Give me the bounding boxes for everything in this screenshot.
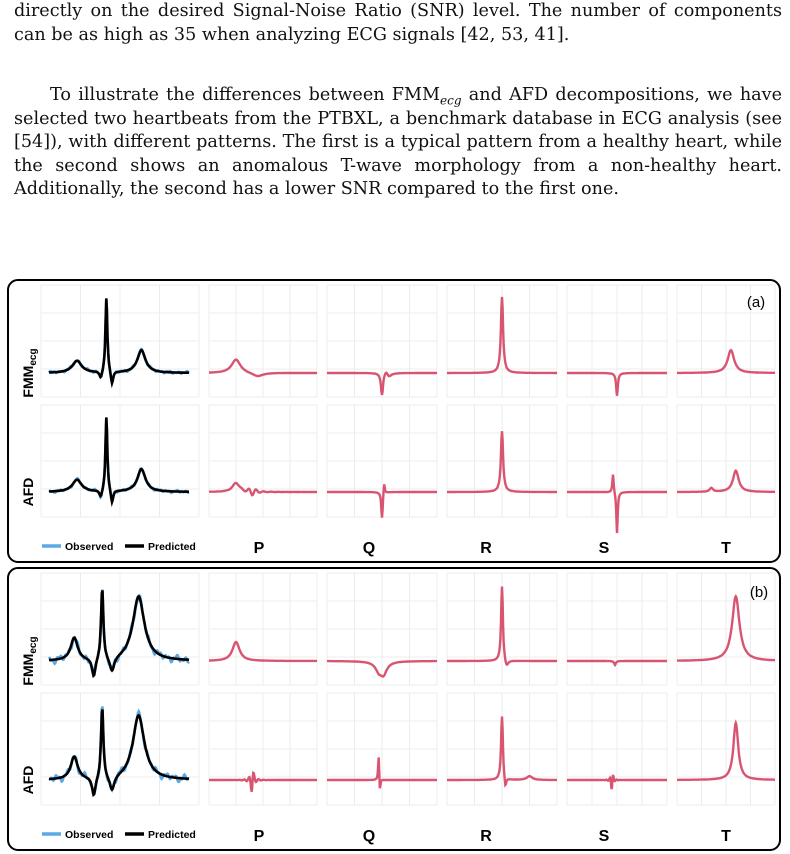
component-curve xyxy=(327,659,437,678)
figure-panel-a: (a) FMMecg AFD Observed Predicted P Q R … xyxy=(7,279,781,563)
paragraph-illustration: To illustrate the differences between FM… xyxy=(14,84,782,202)
component-curve xyxy=(447,716,557,788)
component-curve xyxy=(209,770,317,792)
col-label-p: P xyxy=(254,828,265,845)
legend-observed-label: Observed xyxy=(65,541,113,553)
svg-text:AFD: AFD xyxy=(20,478,36,507)
panel-b-canvas: (b) FMMecg AFD Observed Predicted P Q R … xyxy=(20,572,776,845)
col-label-p: P xyxy=(254,540,265,557)
panel-b-curves xyxy=(47,586,775,798)
component-curve xyxy=(209,358,317,378)
panel-a-tag: (a) xyxy=(747,294,765,311)
component-curve xyxy=(567,659,667,668)
panel-b-grid xyxy=(40,572,776,806)
component-curve xyxy=(327,484,437,518)
col-label-s: S xyxy=(599,540,610,557)
p2-subscript: ecg xyxy=(440,93,462,108)
panel-a-curves xyxy=(47,296,775,534)
component-curve xyxy=(447,586,557,667)
panel-b-row-label-fmm: FMMecg xyxy=(20,636,39,685)
col-label-q: Q xyxy=(363,828,375,845)
panel-b-row-label-afd: AFD xyxy=(20,766,36,795)
predicted-curve xyxy=(49,590,190,679)
component-curve xyxy=(677,469,775,494)
predicted-curve xyxy=(48,417,189,508)
svg-text:FMMecg: FMMecg xyxy=(20,636,39,685)
svg-text:FMMecg: FMMecg xyxy=(20,348,39,397)
component-curve xyxy=(567,774,667,790)
legend-observed-label: Observed xyxy=(65,829,113,841)
col-label-t: T xyxy=(721,540,731,557)
figure-panel-b: (b) FMMecg AFD Observed Predicted P Q R … xyxy=(7,567,781,851)
panel-b-tag: (b) xyxy=(750,584,768,601)
col-label-t: T xyxy=(721,828,731,845)
predicted-curve xyxy=(49,709,190,798)
component-curve xyxy=(209,640,317,663)
panel-a-canvas: (a) FMMecg AFD Observed Predicted P Q R … xyxy=(20,284,776,557)
component-curve xyxy=(567,371,667,396)
component-curve xyxy=(447,431,557,494)
svg-text:AFD: AFD xyxy=(20,766,36,795)
legend-predicted-label: Predicted xyxy=(148,541,196,553)
component-curve xyxy=(208,481,317,497)
panel-b-legend: Observed Predicted xyxy=(42,829,196,841)
panel-a-grid xyxy=(40,284,776,518)
panel-a-legend: Observed Predicted xyxy=(42,541,196,553)
component-curve xyxy=(447,296,557,375)
p2-text-b: and AFD decompositions, we have selected… xyxy=(14,85,782,199)
component-curve xyxy=(677,594,775,662)
predicted-curve xyxy=(48,298,189,389)
component-curve xyxy=(327,757,437,789)
panel-b-column-labels: P Q R S T xyxy=(254,828,731,845)
paragraph-intro: directly on the desired Signal-Noise Rat… xyxy=(14,1,782,45)
component-curve xyxy=(327,371,437,396)
panel-a-column-labels: P Q R S T xyxy=(254,540,731,557)
p2-text-a: To illustrate the differences between FM… xyxy=(50,85,441,105)
col-label-s: S xyxy=(599,828,610,845)
panel-a-row-label-afd: AFD xyxy=(20,478,36,507)
col-label-q: Q xyxy=(363,540,375,557)
component-curve xyxy=(677,719,775,782)
col-label-r: R xyxy=(480,828,492,845)
col-label-r: R xyxy=(480,540,492,557)
panel-a-row-label-fmm: FMMecg xyxy=(20,348,39,397)
component-curve xyxy=(677,348,775,375)
component-curve xyxy=(567,474,667,534)
legend-predicted-label: Predicted xyxy=(148,829,196,841)
